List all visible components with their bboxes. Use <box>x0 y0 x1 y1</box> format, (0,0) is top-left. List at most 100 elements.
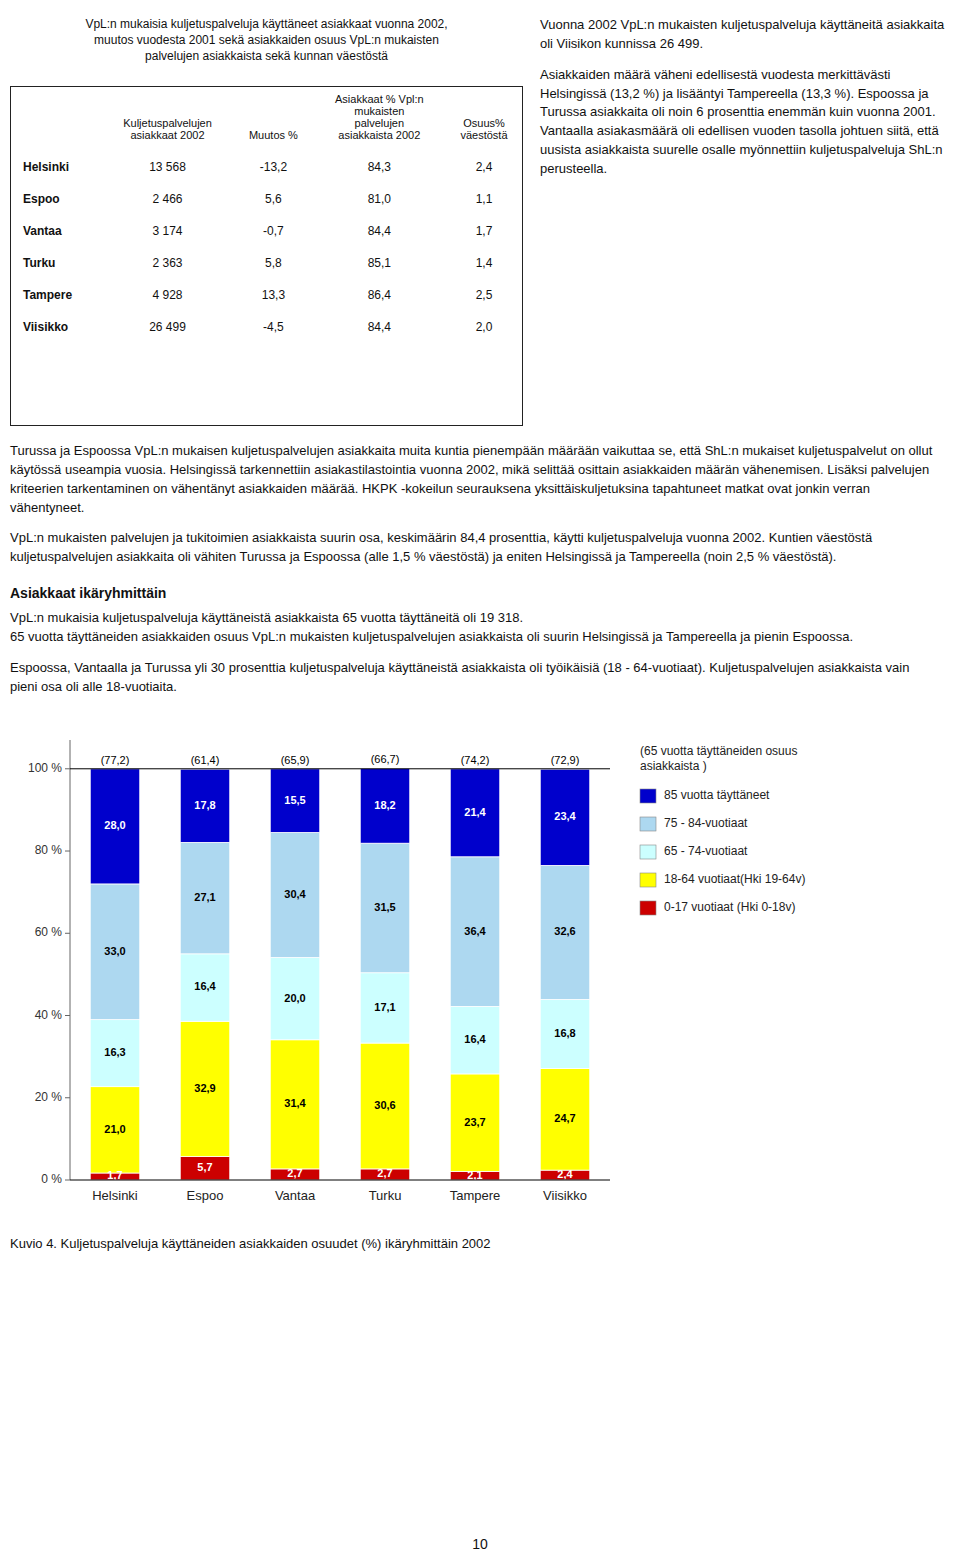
bar-segment <box>270 769 320 833</box>
table-cell: 1,4 <box>446 247 522 279</box>
paragraph: Vuonna 2002 VpL:n mukaisten kuljetuspalv… <box>540 16 945 54</box>
bar-segment <box>180 954 230 1021</box>
bar-segment <box>450 769 500 857</box>
x-tick-label: Espoo <box>187 1188 224 1203</box>
data-label: 28,0 <box>104 820 125 832</box>
table-header: Asiakkaat % Vpl:n mukaisten palvelujen a… <box>313 87 446 151</box>
table-box: Kuljetuspalvelujen asiakkaat 2002Muutos … <box>10 86 523 426</box>
table-cell: 5,8 <box>234 247 313 279</box>
table-cell: 13 568 <box>101 151 234 183</box>
table-row-label: Tampere <box>11 279 101 311</box>
data-label: 27,1 <box>194 891 215 903</box>
table-cell: 2,5 <box>446 279 522 311</box>
bar-segment <box>450 857 500 1007</box>
table-row-label: Espoo <box>11 183 101 215</box>
data-label: 23,7 <box>464 1116 485 1128</box>
data-label: 23,4 <box>554 811 576 823</box>
table-cell: -0,7 <box>234 215 313 247</box>
table-header: Muutos % <box>234 87 313 151</box>
table-cell: 5,6 <box>234 183 313 215</box>
annotation: (61,4) <box>191 755 220 767</box>
table-row: Vantaa3 174-0,784,41,7 <box>11 215 522 247</box>
table-cell: 2,4 <box>446 151 522 183</box>
body-flow: Turussa ja Espoossa VpL:n mukaisen kulje… <box>10 442 940 1251</box>
data-label: 17,1 <box>374 1001 395 1013</box>
data-label: 18,2 <box>374 799 395 811</box>
table-cell: -4,5 <box>234 311 313 343</box>
data-label: 30,4 <box>284 888 306 900</box>
bar-segment <box>90 884 140 1020</box>
y-tick-label: 60 % <box>35 926 63 940</box>
data-label: 2,7 <box>287 1168 302 1180</box>
table-corner <box>11 87 101 151</box>
legend-swatch <box>640 873 656 887</box>
y-tick <box>65 1180 70 1181</box>
y-tick-label: 40 % <box>35 1008 63 1022</box>
legend-label: 18-64 vuotiaat(Hki 19-64v) <box>664 873 805 887</box>
table-row: Turku2 3635,885,11,4 <box>11 247 522 279</box>
annotation: (65,9) <box>281 754 310 766</box>
chart: 0 %20 %40 %60 %80 %100 %1,75,72,72,72,12… <box>10 710 940 1230</box>
table-cell: 2 363 <box>101 247 234 279</box>
bars <box>90 769 590 1181</box>
table-cell: 86,4 <box>313 279 446 311</box>
paragraph: VpL:n mukaisten palvelujen ja tukitoimie… <box>10 529 940 567</box>
bar-segment <box>450 1074 500 1171</box>
legend-label: 75 - 84-vuotiaat <box>664 817 748 831</box>
legend-swatch <box>640 789 656 803</box>
bar-segment <box>180 1157 230 1180</box>
table-row: Espoo2 4665,681,01,1 <box>11 183 522 215</box>
section-header: Asiakkaat ikäryhmittäin <box>10 585 940 601</box>
x-tick-label: Tampere <box>450 1188 501 1203</box>
table-cell: 13,3 <box>234 279 313 311</box>
bar-segment <box>360 973 410 1043</box>
annotation: (72,9) <box>551 755 580 767</box>
x-tick-label: Helsinki <box>92 1188 138 1203</box>
table-cell: 84,3 <box>313 151 446 183</box>
table-row: Helsinki13 568-13,284,32,4 <box>11 151 522 183</box>
bar-segment <box>90 1020 140 1087</box>
table-row: Tampere4 92813,386,42,5 <box>11 279 522 311</box>
bar-segment <box>450 1007 500 1074</box>
data-label: 16,3 <box>104 1046 125 1058</box>
page-number: 10 <box>0 1536 960 1552</box>
data-label: 2,4 <box>557 1168 573 1180</box>
paragraph: VpL:n mukaisia kuljetuspalveluja käyttän… <box>10 609 940 647</box>
bar-segment <box>540 866 590 1000</box>
y-tick-label: 80 % <box>35 844 63 858</box>
table-head: Kuljetuspalvelujen asiakkaat 2002Muutos … <box>11 87 522 151</box>
reference-line <box>70 769 610 770</box>
data-label: 20,0 <box>284 992 305 1004</box>
legend-swatch <box>640 901 656 915</box>
y-tick-label: 100 % <box>28 761 62 775</box>
paragraph: Espoossa, Vantaalla ja Turussa yli 30 pr… <box>10 659 940 697</box>
table-row-label: Viisikko <box>11 311 101 343</box>
y-tick-label: 0 % <box>41 1173 62 1187</box>
legend-title-line: (65 vuotta täyttäneiden osuus <box>640 744 797 758</box>
bar-segment <box>540 1069 590 1171</box>
table-cell: 84,4 <box>313 311 446 343</box>
table-cell: 1,7 <box>446 215 522 247</box>
page: VpL:n mukaisia kuljetuspalveluja käyttän… <box>0 0 960 1563</box>
data-label: 5,7 <box>197 1162 212 1174</box>
data-label: 15,5 <box>284 794 305 806</box>
bar-segment <box>270 958 320 1040</box>
bar-segment <box>180 770 230 843</box>
table-cell: -13,2 <box>234 151 313 183</box>
bar-segment <box>540 770 590 866</box>
bar-segment <box>90 1087 140 1173</box>
data-label: 16,8 <box>554 1027 575 1039</box>
legend-swatch <box>640 817 656 831</box>
table-body: Helsinki13 568-13,284,32,4Espoo2 4665,68… <box>11 151 522 343</box>
y-tick-label: 20 % <box>35 1090 63 1104</box>
x-tick-label: Viisikko <box>543 1188 587 1203</box>
data-label: 31,4 <box>284 1098 306 1110</box>
bar-segment <box>360 1044 410 1170</box>
table-cell: 84,4 <box>313 215 446 247</box>
data-label: 30,6 <box>374 1099 395 1111</box>
table-cell: 4 928 <box>101 279 234 311</box>
data-label: 17,8 <box>194 799 215 811</box>
bar-segment <box>540 1000 590 1069</box>
y-tick <box>65 769 70 770</box>
annotation: (74,2) <box>461 754 490 766</box>
